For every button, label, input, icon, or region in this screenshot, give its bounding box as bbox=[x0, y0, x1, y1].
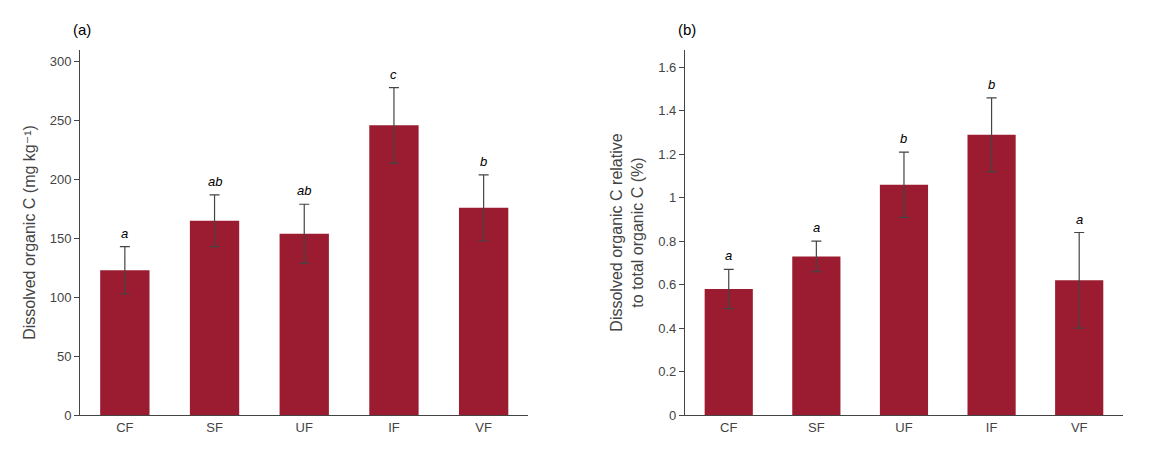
svg-text:CF: CF bbox=[116, 420, 133, 435]
svg-text:250: 250 bbox=[50, 113, 72, 128]
svg-text:Dissolved organic C relativeto: Dissolved organic C relativeto total org… bbox=[608, 133, 646, 331]
svg-text:a: a bbox=[1076, 212, 1083, 227]
svg-text:UF: UF bbox=[296, 420, 313, 435]
svg-text:VF: VF bbox=[475, 420, 492, 435]
svg-text:b: b bbox=[900, 131, 907, 146]
svg-text:a: a bbox=[725, 248, 732, 263]
svg-text:(a): (a) bbox=[73, 21, 91, 38]
svg-text:a: a bbox=[121, 226, 128, 241]
svg-text:300: 300 bbox=[50, 54, 72, 69]
svg-text:1: 1 bbox=[669, 190, 676, 205]
svg-text:0.4: 0.4 bbox=[658, 321, 676, 336]
svg-text:SF: SF bbox=[206, 420, 223, 435]
svg-text:IF: IF bbox=[388, 420, 400, 435]
svg-text:0.6: 0.6 bbox=[658, 277, 676, 292]
svg-text:200: 200 bbox=[50, 172, 72, 187]
svg-text:1.4: 1.4 bbox=[658, 103, 676, 118]
svg-text:0: 0 bbox=[669, 408, 676, 423]
svg-text:b: b bbox=[988, 77, 995, 92]
svg-text:Dissolved organic C (mg kg⁻¹): Dissolved organic C (mg kg⁻¹) bbox=[21, 125, 38, 340]
svg-text:0.2: 0.2 bbox=[658, 364, 676, 379]
svg-text:1.2: 1.2 bbox=[658, 147, 676, 162]
svg-text:0.8: 0.8 bbox=[658, 234, 676, 249]
svg-text:c: c bbox=[390, 67, 397, 82]
svg-text:150: 150 bbox=[50, 231, 72, 246]
svg-text:(b): (b) bbox=[678, 21, 696, 38]
svg-text:50: 50 bbox=[57, 349, 71, 364]
svg-text:VF: VF bbox=[1071, 420, 1088, 435]
svg-text:1.6: 1.6 bbox=[658, 60, 676, 75]
svg-text:ab: ab bbox=[297, 183, 311, 198]
svg-text:0: 0 bbox=[64, 408, 71, 423]
svg-text:SF: SF bbox=[808, 420, 825, 435]
svg-text:a: a bbox=[813, 220, 820, 235]
svg-text:100: 100 bbox=[50, 290, 72, 305]
svg-text:UF: UF bbox=[895, 420, 912, 435]
svg-text:CF: CF bbox=[720, 420, 737, 435]
svg-text:IF: IF bbox=[986, 420, 998, 435]
svg-text:ab: ab bbox=[208, 174, 222, 189]
svg-text:b: b bbox=[480, 154, 487, 169]
